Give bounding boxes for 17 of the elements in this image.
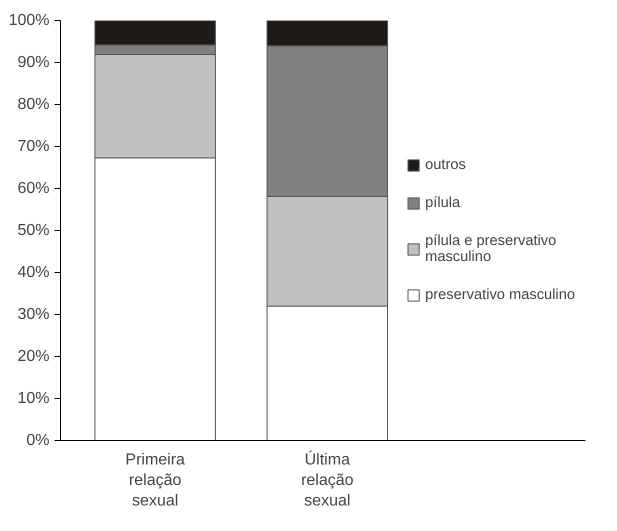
y-tick-label: 80% (17, 96, 50, 113)
legend-label: preservativo masculino (425, 287, 575, 303)
y-tick-label: 100% (8, 12, 50, 29)
y-tick-label: 0% (26, 432, 50, 449)
y-tick-label: 30% (17, 306, 50, 323)
y-tick-label: 10% (17, 390, 50, 407)
y-tick-label: 20% (17, 348, 50, 365)
legend-label: outros (425, 157, 466, 173)
x-tick-label: Última relação sexual (301, 450, 354, 510)
y-tick-label: 40% (17, 264, 50, 281)
x-tick-label: Primeira relação sexual (125, 452, 186, 510)
y-tick-label: 60% (17, 180, 50, 197)
y-tick-label: 70% (17, 138, 50, 155)
y-tick-label: 50% (17, 222, 50, 239)
y-tick-label: 90% (17, 54, 50, 71)
legend-label: pílula e preservativo masculino (425, 233, 556, 265)
legend-label: pílula (425, 195, 460, 211)
